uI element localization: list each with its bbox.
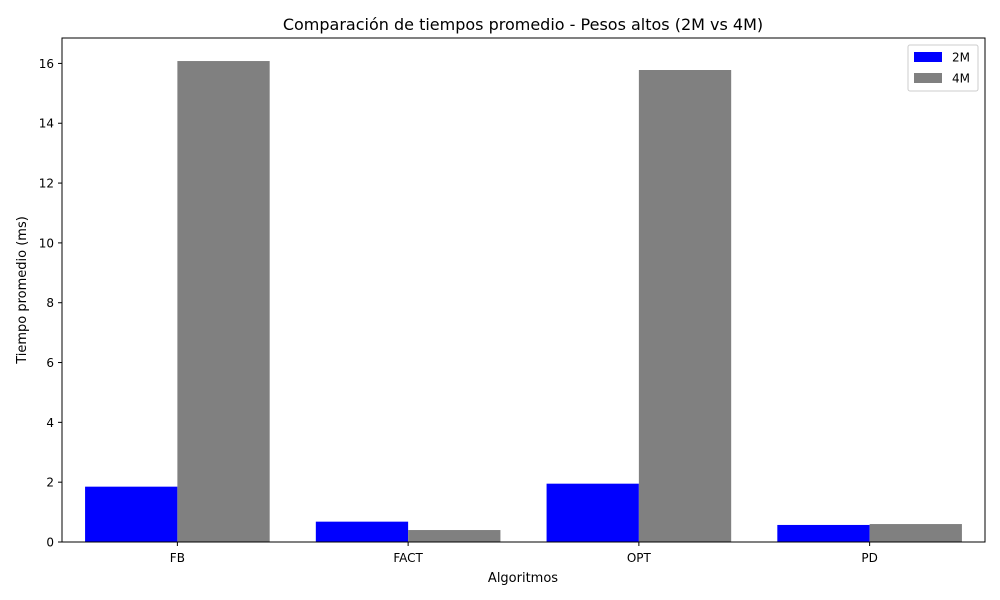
x-tick-label: FB <box>170 551 185 565</box>
legend-swatch-2m <box>914 52 942 62</box>
y-tick-label: 4 <box>46 416 54 430</box>
bar-2m-pd <box>777 524 870 542</box>
x-tick-label: FACT <box>393 551 423 565</box>
y-tick-label: 2 <box>46 476 54 490</box>
plot-frame <box>61 37 986 543</box>
x-axis-label: Algoritmos <box>488 571 558 586</box>
bar-4m-pd <box>869 524 962 542</box>
bar-2m-fact <box>315 521 409 542</box>
legend: 2M 4M <box>907 44 979 92</box>
y-tick-label: 0 <box>46 536 54 550</box>
bar-2m-fb <box>85 486 178 542</box>
y-axis: 0 2 4 6 8 10 12 14 16 <box>39 57 62 550</box>
bar-4m-fb <box>177 61 270 542</box>
bar-4m-opt <box>638 70 732 542</box>
y-tick-label: 6 <box>46 356 54 370</box>
bar-4m-fact <box>408 530 501 542</box>
y-axis-label: Tiempo promedio (ms) <box>15 216 30 365</box>
legend-label-4m: 4M <box>952 72 970 86</box>
y-tick-label: 12 <box>39 177 54 191</box>
legend-label-2m: 2M <box>952 51 970 65</box>
x-tick-label: OPT <box>627 551 652 565</box>
y-tick-label: 14 <box>39 117 54 131</box>
bars-group <box>85 61 962 542</box>
legend-swatch-4m <box>914 73 942 83</box>
y-tick-label: 16 <box>39 57 54 71</box>
y-tick-label: 10 <box>39 236 54 250</box>
bar-2m-opt <box>546 483 639 542</box>
x-axis: FB FACT OPT PD <box>170 542 878 565</box>
x-tick-label: PD <box>861 551 877 565</box>
chart-title: Comparación de tiempos promedio - Pesos … <box>283 15 763 34</box>
y-tick-label: 8 <box>46 296 54 310</box>
